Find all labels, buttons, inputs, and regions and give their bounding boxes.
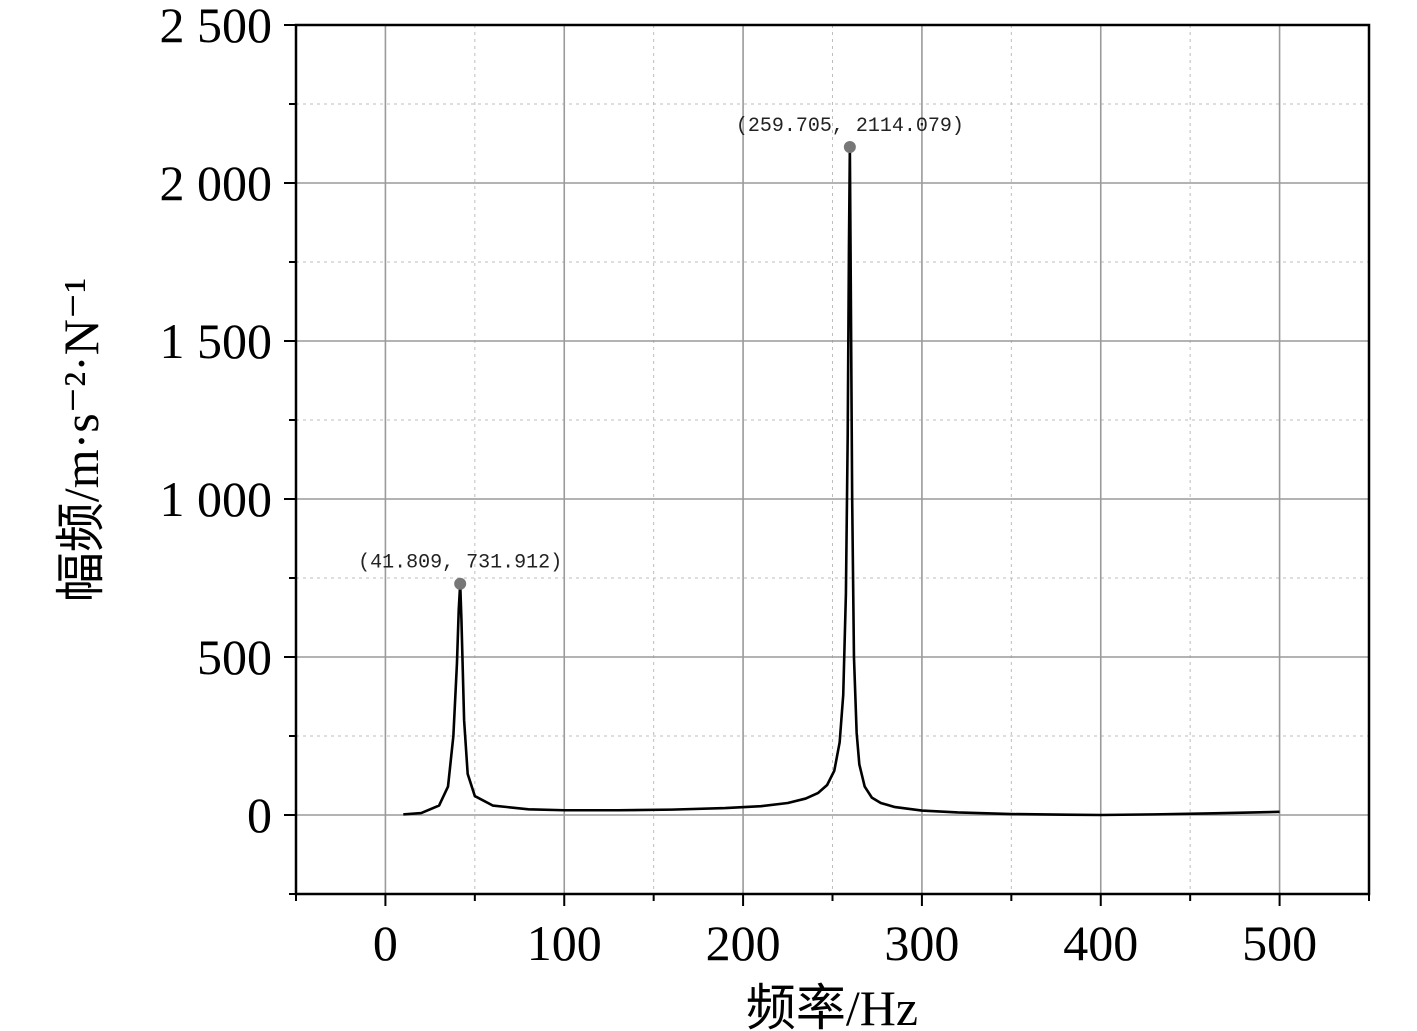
x-tick-label: 400 bbox=[1063, 915, 1138, 971]
peak-label: (259.705, 2114.079) bbox=[736, 115, 964, 138]
y-tick-label: 2 500 bbox=[160, 0, 273, 53]
grid bbox=[296, 24, 1369, 894]
peak-marker bbox=[454, 577, 467, 590]
peak-label: (41.809, 731.912) bbox=[358, 552, 562, 575]
series-layer bbox=[403, 145, 1280, 817]
y-tick-label: 1 500 bbox=[160, 313, 273, 369]
y-axis-title: 幅频/m·s⁻²·N⁻¹ bbox=[53, 278, 109, 602]
y-tick-labels: 0 500 1 000 1 500 2 000 2 500 bbox=[160, 0, 273, 843]
x-tick-label: 500 bbox=[1242, 915, 1317, 971]
plot-frame bbox=[294, 23, 1371, 896]
y-tick-label: 2 000 bbox=[160, 155, 273, 211]
series-line bbox=[403, 145, 1280, 817]
y-tick-label: 0 bbox=[247, 787, 272, 843]
peak-marker bbox=[843, 140, 856, 153]
x-tick-label: 100 bbox=[527, 915, 602, 971]
x-axis-title: 频率/Hz bbox=[746, 980, 918, 1031]
x-tick-label: 0 bbox=[373, 915, 398, 971]
axis-ticks bbox=[284, 24, 1370, 906]
x-tick-label: 200 bbox=[706, 915, 781, 971]
x-tick-labels: 0 100 200 300 400 500 bbox=[373, 915, 1317, 971]
x-tick-label: 300 bbox=[884, 915, 959, 971]
y-tick-label: 500 bbox=[197, 629, 272, 685]
y-tick-label: 1 000 bbox=[160, 471, 273, 527]
annotation-layer: (41.809, 731.912) (259.705, 2114.079) bbox=[358, 115, 964, 590]
